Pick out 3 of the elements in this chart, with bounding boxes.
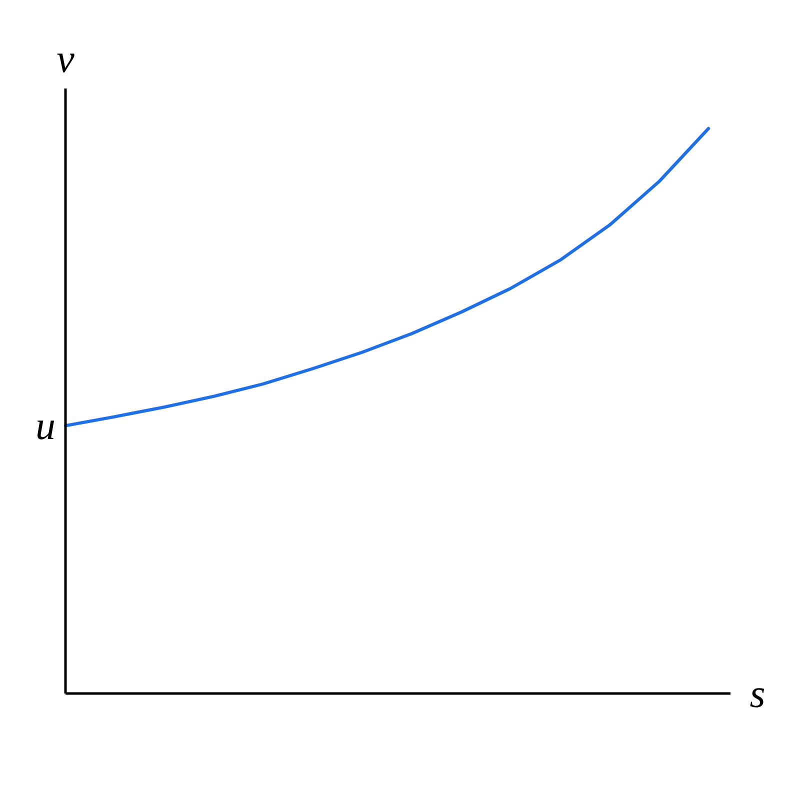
x-axis-title: s bbox=[750, 671, 766, 716]
y-axis-title: v bbox=[56, 36, 75, 81]
text: u bbox=[36, 403, 56, 448]
